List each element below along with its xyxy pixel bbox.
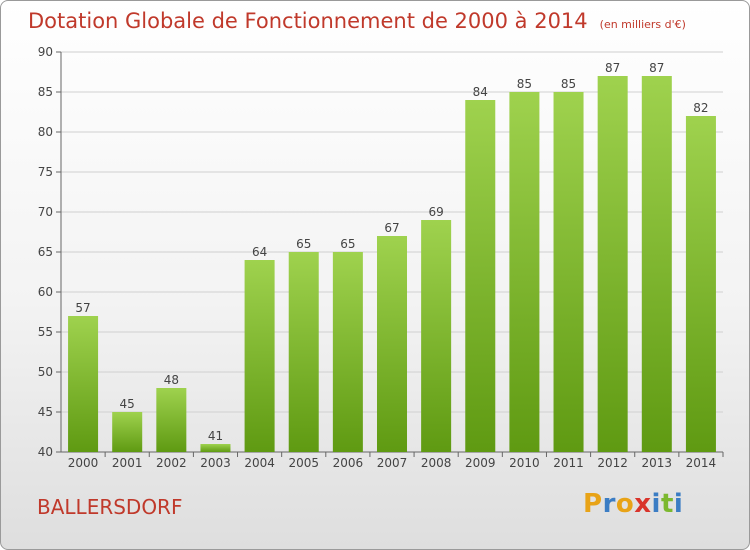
x-tick-label: 2004	[244, 456, 275, 470]
chart-title: Dotation Globale de Fonctionnement de 20…	[28, 9, 588, 33]
bar	[641, 76, 672, 452]
y-tick-label: 50	[38, 365, 53, 379]
x-tick-label: 2013	[642, 456, 673, 470]
y-tick-label: 45	[38, 405, 53, 419]
x-tick-label: 2003	[200, 456, 231, 470]
y-tick-label: 90	[38, 45, 53, 59]
x-tick-label: 2001	[112, 456, 143, 470]
data-label: 87	[605, 61, 620, 75]
x-tick-label: 2014	[686, 456, 717, 470]
x-tick-label: 2000	[68, 456, 99, 470]
chart-subtitle: (en milliers d'€)	[599, 18, 686, 31]
x-tick-label: 2009	[465, 456, 496, 470]
y-tick-label: 80	[38, 125, 53, 139]
bar	[465, 100, 496, 452]
bar	[156, 388, 187, 452]
bar	[509, 92, 540, 452]
chart-title-block: Dotation Globale de Fonctionnement de 20…	[28, 9, 686, 33]
bar	[68, 316, 99, 452]
data-label: 85	[561, 77, 576, 91]
bar	[332, 252, 363, 452]
data-label: 64	[252, 245, 267, 259]
x-tick-label: 2010	[509, 456, 540, 470]
data-label: 82	[693, 101, 708, 115]
data-label: 65	[340, 237, 355, 251]
proxiti-logo: Proxiti	[583, 489, 683, 519]
bars	[68, 76, 716, 452]
y-tick-label: 75	[38, 165, 53, 179]
logo-letter: x	[634, 489, 652, 519]
y-tick-label: 55	[38, 325, 53, 339]
x-tick-label: 2006	[333, 456, 364, 470]
bar	[200, 444, 231, 452]
data-label: 65	[296, 237, 311, 251]
x-tick-label: 2008	[421, 456, 452, 470]
bar	[112, 412, 143, 452]
x-tick-label: 2007	[377, 456, 408, 470]
x-tick-label: 2005	[288, 456, 319, 470]
commune-name: BALLERSDORF	[37, 495, 183, 519]
logo-letter: t	[660, 489, 674, 519]
bar	[376, 236, 408, 452]
bar	[288, 252, 319, 452]
x-tick-label: 2011	[553, 456, 584, 470]
y-tick-label: 65	[38, 245, 53, 259]
data-label: 48	[164, 373, 179, 387]
data-label: 57	[75, 301, 90, 315]
y-tick-label: 60	[38, 285, 53, 299]
data-label: 85	[517, 77, 532, 91]
data-label: 84	[473, 85, 488, 99]
data-label: 67	[384, 221, 399, 235]
bar	[553, 92, 584, 452]
x-tick-label: 2012	[597, 456, 628, 470]
logo-letter: r	[602, 489, 616, 519]
data-label: 45	[120, 397, 135, 411]
value-labels: 57 45 48 41 64 65 65 67 69 84 85 85 87 87 82	[75, 61, 708, 443]
bar	[244, 260, 275, 452]
logo-letter: P	[583, 489, 603, 519]
logo-letter: o	[615, 489, 635, 519]
data-label: 87	[649, 61, 664, 75]
y-tick-label: 70	[38, 205, 53, 219]
logo-letter: i	[673, 489, 684, 519]
logo-letter: i	[651, 489, 661, 519]
bar	[685, 116, 716, 452]
x-tick-label: 2002	[156, 456, 187, 470]
y-tick-label: 85	[38, 85, 53, 99]
y-tick-label: 40	[38, 445, 53, 459]
bar	[421, 220, 452, 452]
data-label: 69	[428, 205, 443, 219]
data-label: 41	[208, 429, 223, 443]
bar	[597, 76, 628, 452]
